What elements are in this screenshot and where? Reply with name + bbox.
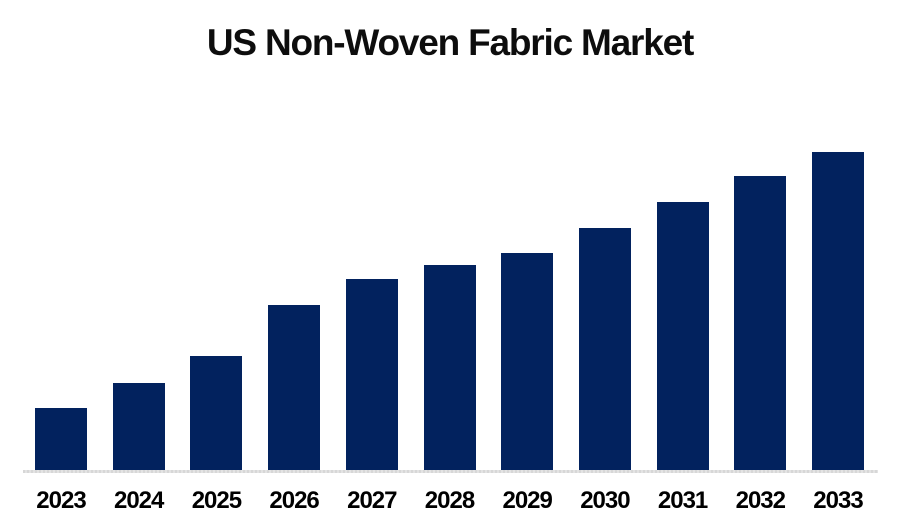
bar-2027 xyxy=(345,278,398,471)
x-tick-label-2023: 2023 xyxy=(36,487,86,514)
bar-2030 xyxy=(578,227,631,471)
x-axis-line xyxy=(23,470,878,473)
bars-layer xyxy=(35,152,864,471)
x-tick-label-2028: 2028 xyxy=(424,487,475,514)
bar-2031 xyxy=(656,202,709,471)
x-tick-label-2033: 2033 xyxy=(813,487,863,514)
bar-2023 xyxy=(35,408,87,471)
chart-title: US Non-Woven Fabric Market xyxy=(206,22,694,63)
bar-2029 xyxy=(501,253,554,471)
x-tick-label-2026: 2026 xyxy=(269,487,319,514)
x-tick-label-2032: 2032 xyxy=(735,487,786,514)
bar-2024 xyxy=(112,382,165,471)
x-tick-label-2030: 2030 xyxy=(580,487,630,514)
x-axis-labels: 2023 2024 2025 2026 2027 2028 2029 2030 2031 2032… xyxy=(0,489,900,519)
bar-2028 xyxy=(423,265,476,471)
bar-2025 xyxy=(190,356,243,471)
bar-2032 xyxy=(734,176,787,471)
x-tick-label-2024: 2024 xyxy=(113,487,164,514)
x-tick-label-2031: 2031 xyxy=(657,487,708,514)
bar-2033 xyxy=(812,152,864,471)
x-tick-label-2025: 2025 xyxy=(191,487,242,514)
x-tick-label-2027: 2027 xyxy=(347,487,397,514)
x-tick-label-2029: 2029 xyxy=(502,487,552,514)
bar-2026 xyxy=(268,305,321,471)
